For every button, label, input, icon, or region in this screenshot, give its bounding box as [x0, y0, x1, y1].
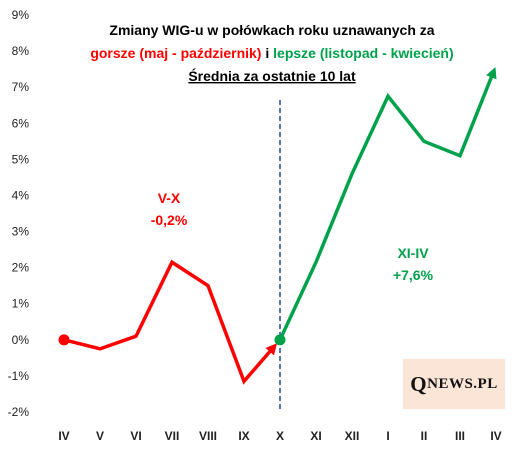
annotation-label: +7,6% [393, 267, 434, 283]
series-start-point [58, 334, 70, 346]
x-tick-label: IV [490, 429, 501, 443]
x-tick-label: I [386, 429, 389, 443]
y-tick-label: 6% [12, 116, 30, 130]
x-tick-label: V [96, 429, 104, 443]
y-tick-label: 1% [12, 297, 30, 311]
x-tick-label: XII [345, 429, 360, 443]
y-tick-label: 7% [12, 80, 30, 94]
logo-rest: NEWS.PL [427, 375, 498, 392]
chart-title-line: gorsze (maj - październik) i lepsze (lis… [90, 45, 453, 61]
title-segment: Średnia za ostatnie 10 lat [188, 67, 356, 84]
y-tick-label: -2% [8, 405, 30, 419]
y-tick-label: 2% [12, 261, 30, 275]
x-tick-label: VII [165, 429, 180, 443]
x-tick-label: VIII [199, 429, 217, 443]
x-tick-label: VI [130, 429, 141, 443]
title-segment: i [261, 45, 273, 61]
y-tick-label: 9% [12, 8, 30, 22]
logo-q: Q [410, 371, 428, 396]
annotation-label: XI-IV [397, 245, 429, 261]
x-tick-label: II [421, 429, 428, 443]
chart-title-line: Zmiany WIG-u w połówkach roku uznawanych… [109, 22, 434, 38]
series-start-point [274, 334, 286, 346]
y-tick-label: 3% [12, 225, 30, 239]
annotation-label: -0,2% [151, 212, 188, 228]
series-line-gorsze [63, 259, 278, 385]
x-tick-label: IX [238, 429, 249, 443]
y-tick-label: 0% [12, 333, 30, 347]
x-tick-label: XI [310, 429, 321, 443]
x-tick-label: IV [58, 429, 69, 443]
x-tick-label: III [455, 429, 465, 443]
y-tick-label: 8% [12, 44, 30, 58]
title-segment: lepsze (listopad - kwiecień) [273, 45, 454, 61]
qnews-logo: Q NEWS.PL [403, 359, 505, 409]
x-tick-label: X [276, 429, 284, 443]
annotation-label: V-X [158, 190, 181, 206]
title-segment: Zmiany WIG-u w połówkach roku uznawanych… [109, 22, 434, 38]
y-tick-label: -1% [8, 369, 30, 383]
series-line-lepsze [278, 66, 497, 341]
y-tick-label: 4% [12, 188, 30, 202]
title-segment: gorsze (maj - październik) [90, 45, 261, 61]
y-tick-label: 5% [12, 152, 30, 166]
chart-title-line: Średnia za ostatnie 10 lat [188, 67, 356, 84]
